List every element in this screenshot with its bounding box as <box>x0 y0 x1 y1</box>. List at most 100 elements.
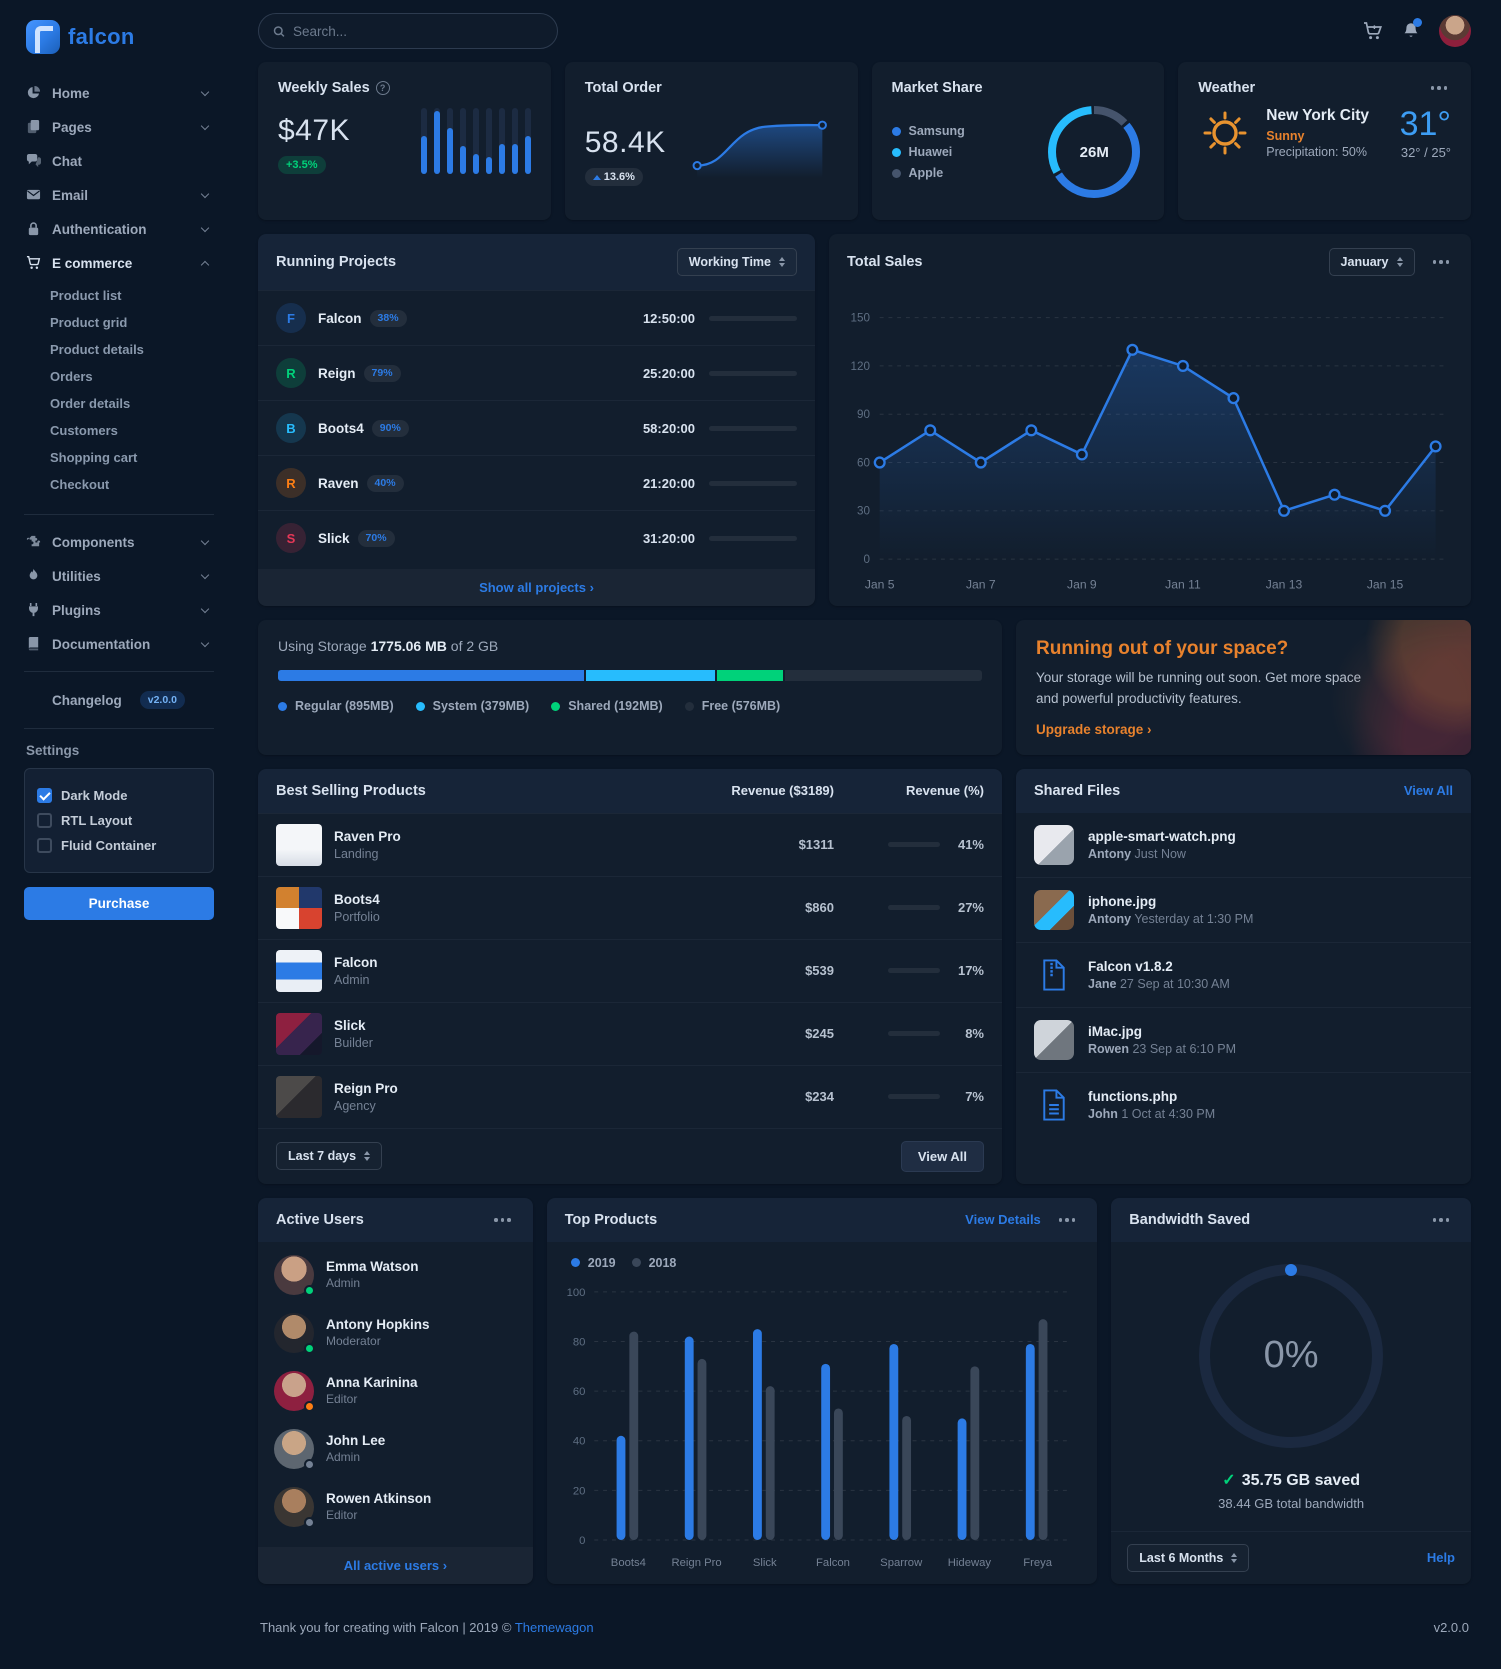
sidebar-item[interactable]: Authentication <box>24 212 214 246</box>
user-name[interactable]: John Lee <box>326 1433 386 1449</box>
checkbox[interactable] <box>37 788 52 803</box>
project-row: F Falcon 38% 12:50:00 <box>258 290 815 345</box>
card-menu-icon[interactable] <box>1429 1214 1454 1226</box>
help-icon[interactable] <box>375 81 390 95</box>
bandwidth-card: Bandwidth Saved 0% ✓ 35.75 GB saved 38.44… <box>1111 1197 1471 1584</box>
file-name[interactable]: iMac.jpg <box>1088 1023 1143 1039</box>
file-time: Just Now <box>1134 846 1186 861</box>
product-category[interactable]: Builder <box>334 1035 373 1050</box>
search-input[interactable] <box>293 23 543 39</box>
user-name[interactable]: Emma Watson <box>326 1259 419 1275</box>
storage-legend: Regular (895MB) System (379MB) Shared (1… <box>278 699 982 713</box>
user-name[interactable]: Anna Karinina <box>326 1375 418 1391</box>
legend-label: 2019 <box>587 1255 616 1270</box>
sidebar-item-changelog[interactable]: Changelog v2.0.0 <box>24 682 214 718</box>
file-name[interactable]: apple-smart-watch.png <box>1088 828 1236 844</box>
show-all-projects-link[interactable]: Show all projects › <box>258 569 815 606</box>
sidebar-subitem[interactable]: Checkout <box>50 477 110 492</box>
product-category[interactable]: Portfolio <box>334 909 380 924</box>
settings-option[interactable]: RTL Layout <box>37 808 201 833</box>
project-avatar: B <box>276 413 306 443</box>
user-name[interactable]: Antony Hopkins <box>326 1317 430 1333</box>
product-category[interactable]: Admin <box>334 972 370 987</box>
product-name[interactable]: Slick <box>334 1017 366 1033</box>
product-name[interactable]: Raven Pro <box>334 828 401 844</box>
product-name[interactable]: Falcon <box>334 954 378 970</box>
cart-icon[interactable] <box>1363 21 1383 41</box>
search-icon <box>273 25 285 37</box>
book-icon <box>26 636 42 652</box>
legend-dot <box>570 1258 580 1268</box>
project-name[interactable]: Reign <box>318 365 356 381</box>
svg-text:30: 30 <box>857 505 870 518</box>
product-category[interactable]: Agency <box>334 1098 376 1113</box>
card-menu-icon[interactable] <box>1429 256 1454 268</box>
project-name[interactable]: Boots4 <box>318 420 364 436</box>
sidebar-item[interactable]: Components <box>24 525 214 559</box>
falcon-logo-icon <box>26 20 60 54</box>
sidebar-subitem[interactable]: Shopping cart <box>50 450 138 465</box>
search-box[interactable] <box>258 13 558 49</box>
upgrade-storage-link[interactable]: Upgrade storage › <box>1036 721 1152 737</box>
checkbox[interactable] <box>37 813 52 828</box>
file-name[interactable]: Falcon v1.8.2 <box>1088 958 1173 974</box>
sidebar-item[interactable]: Documentation <box>24 627 214 661</box>
user-role: Editor <box>326 1508 358 1523</box>
user-name[interactable]: Rowen Atkinson <box>326 1491 432 1507</box>
product-name[interactable]: Boots4 <box>334 891 380 907</box>
total-sales-title: Total Sales <box>847 254 923 270</box>
sidebar-subitem[interactable]: Customers <box>50 423 118 438</box>
file-thumbnail <box>1034 824 1074 865</box>
working-time-select[interactable]: Working Time <box>676 248 797 276</box>
view-all-link[interactable]: View All <box>1403 783 1453 799</box>
main-content: Weekly Sales $47K +3.5% Total Order 58.4… <box>232 0 1501 1663</box>
file-name[interactable]: functions.php <box>1088 1088 1178 1104</box>
sidebar-item[interactable]: E commerce <box>24 246 214 280</box>
copy-icon <box>26 119 42 135</box>
view-all-button[interactable]: View All <box>900 1140 984 1172</box>
project-row: S Slick 70% 31:20:00 <box>258 510 815 565</box>
project-progress <box>709 425 797 431</box>
sidebar-subitem[interactable]: Product grid <box>50 315 128 330</box>
storage-row: Using Storage 1775.06 MB of 2 GB Regular… <box>258 620 1471 755</box>
last-7-days-select[interactable]: Last 7 days <box>276 1142 383 1171</box>
product-category[interactable]: Landing <box>334 846 379 861</box>
project-name[interactable]: Slick <box>318 530 350 546</box>
code-branch-icon <box>26 692 42 708</box>
checkbox[interactable] <box>37 838 52 853</box>
view-details-link[interactable]: View Details <box>965 1212 1041 1228</box>
card-menu-icon[interactable] <box>1055 1214 1080 1226</box>
sidebar-item[interactable]: Pages <box>24 110 214 144</box>
sidebar-subitem[interactable]: Orders <box>50 369 93 384</box>
project-name[interactable]: Raven <box>318 475 359 491</box>
svg-text:Sparrow: Sparrow <box>880 1557 923 1569</box>
file-name[interactable]: iphone.jpg <box>1088 893 1157 909</box>
sidebar-subitem[interactable]: Order details <box>50 396 131 411</box>
chevron-down-icon <box>200 570 210 579</box>
bandwidth-total: 38.44 GB total bandwidth <box>1218 1495 1365 1511</box>
sidebar-item[interactable]: Home <box>24 76 214 110</box>
last-6-months-select[interactable]: Last 6 Months <box>1127 1543 1250 1572</box>
themewagon-link[interactable]: Themewagon <box>514 1619 594 1635</box>
bell-icon[interactable] <box>1401 18 1422 41</box>
sidebar-subitem[interactable]: Product list <box>50 288 122 303</box>
sidebar-item[interactable]: Email <box>24 178 214 212</box>
month-select[interactable]: January <box>1328 248 1415 276</box>
sidebar-subitem[interactable]: Product details <box>50 342 144 357</box>
sidebar-item[interactable]: Utilities <box>24 559 214 593</box>
settings-option[interactable]: Dark Mode New <box>37 783 201 808</box>
sidebar-item[interactable]: Plugins <box>24 593 214 627</box>
card-menu-icon[interactable] <box>1427 82 1452 94</box>
help-link[interactable]: Help <box>1426 1550 1455 1566</box>
sidebar-item[interactable]: Chat <box>24 144 214 178</box>
brand-logo[interactable]: falcon <box>24 14 214 76</box>
settings-option[interactable]: Fluid Container <box>37 833 201 858</box>
purchase-button[interactable]: Purchase <box>24 887 214 920</box>
project-name[interactable]: Falcon <box>318 310 362 326</box>
all-active-users-link[interactable]: All active users › <box>258 1547 533 1584</box>
market-share-legend: Samsung Huawei Apple <box>891 124 965 180</box>
user-avatar[interactable] <box>1439 15 1471 47</box>
card-menu-icon[interactable] <box>490 1214 515 1226</box>
legend-item: Huawei <box>891 145 965 159</box>
product-name[interactable]: Reign Pro <box>334 1080 398 1096</box>
